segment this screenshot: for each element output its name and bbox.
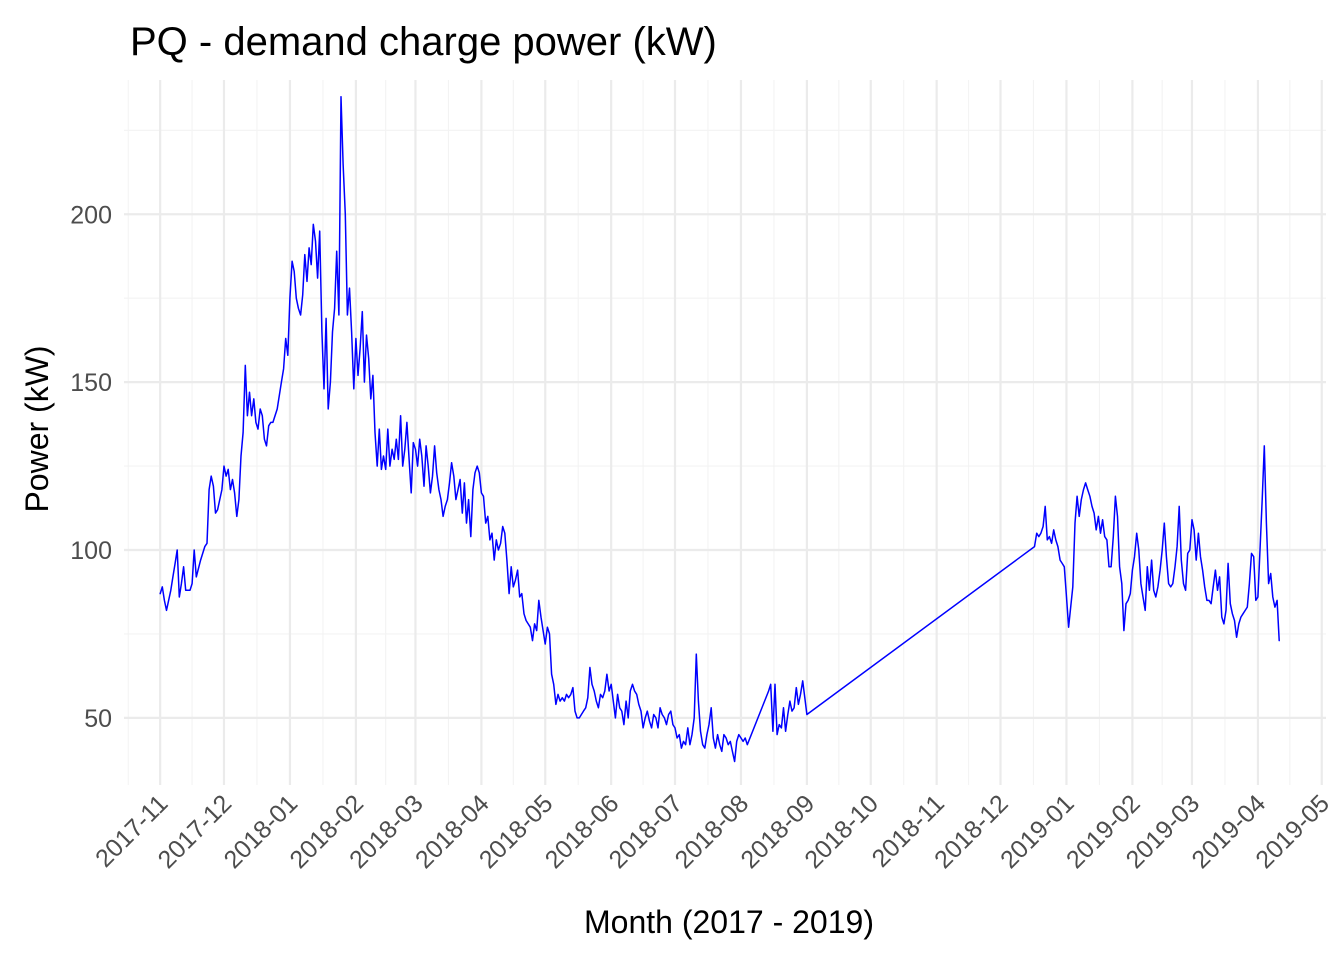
- chart-title: PQ - demand charge power (kW): [130, 20, 717, 64]
- y-axis-ticks: 50 100 150 200: [70, 201, 112, 733]
- y-tick-label: 50: [84, 705, 112, 733]
- grid-layer: [124, 80, 1326, 785]
- x-axis-ticks: 2017-112017-122018-012018-022018-032018-…: [90, 789, 1335, 874]
- y-axis-title: Power (kW): [19, 345, 55, 512]
- y-tick-label: 150: [70, 369, 112, 397]
- series-line: [159, 96, 1280, 763]
- y-tick-label: 100: [70, 537, 112, 565]
- y-tick-label: 200: [70, 201, 112, 229]
- series-layer: [159, 96, 1280, 763]
- x-axis-title: Month (2017 - 2019): [584, 904, 874, 940]
